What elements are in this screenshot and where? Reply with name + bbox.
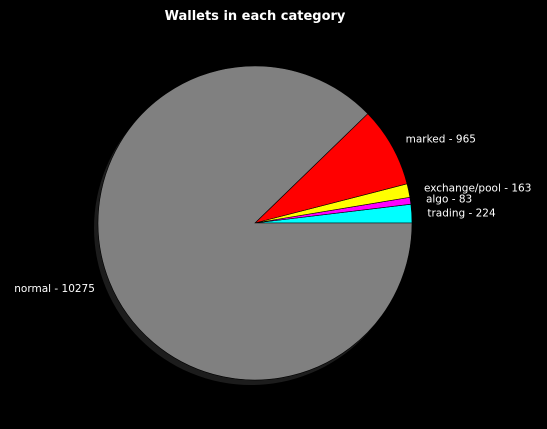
slice-label-normal: normal - 10275 (14, 283, 95, 295)
slice-label-trading: trading - 224 (427, 208, 496, 220)
slice-label-marked: marked - 965 (406, 134, 476, 146)
pie-slices (97, 65, 413, 381)
chart-title: Wallets in each category (165, 9, 346, 24)
slice-label-algo: algo - 83 (426, 193, 472, 205)
pie-slice-normal (97, 65, 413, 381)
slice-label-exchange-pool: exchange/pool - 163 (424, 182, 531, 194)
